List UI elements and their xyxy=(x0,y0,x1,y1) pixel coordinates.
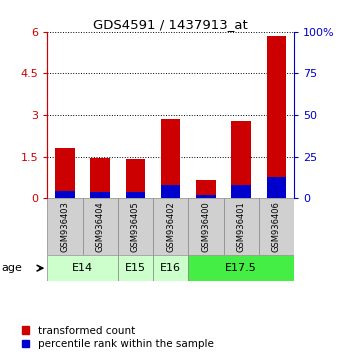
Bar xyxy=(118,255,153,281)
Bar xyxy=(91,158,110,198)
Bar xyxy=(161,119,180,198)
Text: GSM936404: GSM936404 xyxy=(96,201,105,252)
Bar xyxy=(118,198,153,255)
Text: E17.5: E17.5 xyxy=(225,263,257,273)
Bar xyxy=(259,198,294,255)
Title: GDS4591 / 1437913_at: GDS4591 / 1437913_at xyxy=(93,18,248,31)
Bar xyxy=(91,192,110,198)
Bar xyxy=(232,121,251,198)
Bar xyxy=(82,198,118,255)
Text: age: age xyxy=(2,263,23,273)
Bar xyxy=(267,36,286,198)
Bar xyxy=(126,159,145,198)
Bar xyxy=(196,180,216,198)
Bar xyxy=(188,198,223,255)
Text: E15: E15 xyxy=(125,263,146,273)
Bar xyxy=(223,198,259,255)
Bar xyxy=(47,198,82,255)
Bar xyxy=(267,177,286,198)
Bar xyxy=(47,255,118,281)
Bar xyxy=(55,148,75,198)
Bar xyxy=(161,185,180,198)
Text: E14: E14 xyxy=(72,263,93,273)
Text: GSM936406: GSM936406 xyxy=(272,201,281,252)
Text: GSM936405: GSM936405 xyxy=(131,201,140,252)
Bar xyxy=(55,191,75,198)
Legend: transformed count, percentile rank within the sample: transformed count, percentile rank withi… xyxy=(22,326,214,349)
Text: E16: E16 xyxy=(160,263,181,273)
Bar xyxy=(153,255,188,281)
Bar xyxy=(153,198,188,255)
Bar xyxy=(196,195,216,198)
Text: GSM936403: GSM936403 xyxy=(61,201,69,252)
Bar xyxy=(232,185,251,198)
Bar xyxy=(126,192,145,198)
Text: GSM936400: GSM936400 xyxy=(201,201,211,252)
Text: GSM936402: GSM936402 xyxy=(166,201,175,252)
Text: GSM936401: GSM936401 xyxy=(237,201,246,252)
Bar xyxy=(188,255,294,281)
